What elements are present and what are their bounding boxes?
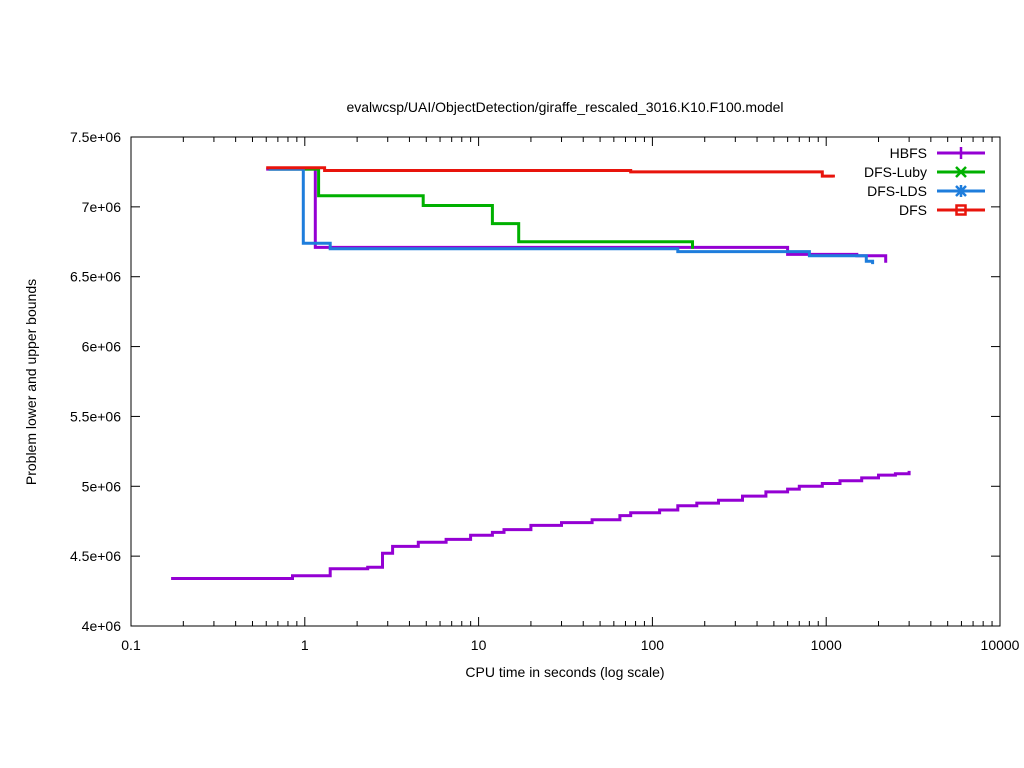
x-tick-label: 1 <box>301 637 309 653</box>
series-layer <box>171 166 911 580</box>
y-tick-label: 6.5e+06 <box>70 269 121 285</box>
x-tick-label: 10000 <box>981 637 1020 653</box>
y-tick-label: 7.5e+06 <box>70 129 121 145</box>
legend-marker-dfs-luby <box>955 166 967 178</box>
y-axis-title: Problem lower and upper bounds <box>23 279 39 485</box>
legend-marker-dfs <box>955 204 967 216</box>
series-line-dfs-luby <box>268 167 694 249</box>
y-tick-label: 5e+06 <box>82 478 122 494</box>
x-tick-label: 0.1 <box>121 637 141 653</box>
y-tick-label: 5.5e+06 <box>70 408 121 424</box>
legend-label-dfs-lds: DFS-LDS <box>867 183 927 199</box>
series-line-hbfs <box>171 470 911 580</box>
x-axis: 0.1 1 10 100 1000 10000 <box>121 137 1020 653</box>
x-tick-label: 1000 <box>811 637 842 653</box>
series-line-hbfs <box>266 167 888 263</box>
legend-marker-hbfs <box>955 147 967 159</box>
series-line-dfs <box>266 166 835 178</box>
y-tick-label: 4.5e+06 <box>70 548 121 564</box>
legend-label-dfs-luby: DFS-Luby <box>864 164 927 180</box>
y-tick-label: 7e+06 <box>82 199 122 215</box>
legend: HBFS DFS-Luby DFS-LDS DFS <box>864 145 985 218</box>
series-line-dfs-lds <box>268 167 875 265</box>
plot-area-border <box>130 136 1001 627</box>
x-tick-label: 100 <box>641 637 665 653</box>
legend-marker-dfs-lds <box>955 185 967 197</box>
legend-label-hbfs: HBFS <box>890 145 927 161</box>
y-tick-label: 4e+06 <box>82 618 122 634</box>
x-tick-label: 10 <box>471 637 487 653</box>
y-tick-label: 6e+06 <box>82 339 122 355</box>
chart-title: evalwcsp/UAI/ObjectDetection/giraffe_res… <box>346 99 783 115</box>
y-axis: 4e+06 4.5e+06 5e+06 5.5e+06 6e+06 6.5e+06 7e+0… <box>70 129 1000 634</box>
legend-label-dfs: DFS <box>899 202 927 218</box>
x-axis-title: CPU time in seconds (log scale) <box>465 664 664 680</box>
